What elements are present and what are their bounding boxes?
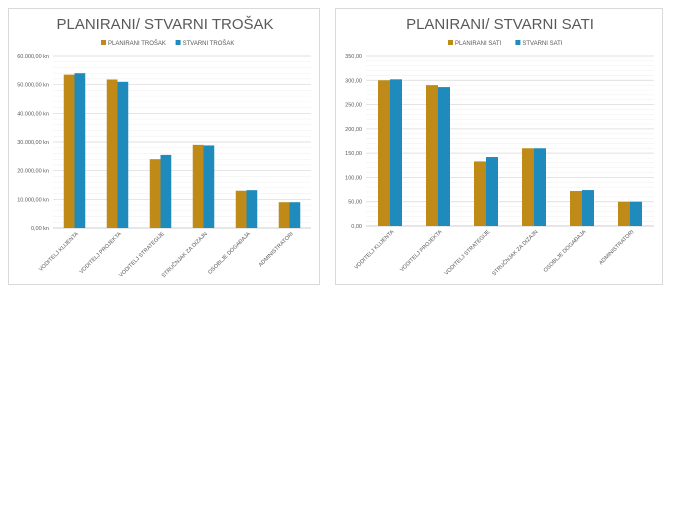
x-category-label: VODITELJ KLIJENTA — [38, 231, 80, 273]
bar-actual — [160, 154, 172, 228]
y-tick-label: 100,00 — [345, 175, 362, 181]
x-category-label: ADMINISTRATORI — [258, 231, 295, 268]
chart-title: PLANIRANI/ STVARNI SATI — [406, 16, 594, 33]
x-category-label: VODITELJ KLIJENTA — [354, 229, 396, 271]
bar-planned — [378, 80, 390, 227]
bar-planned — [474, 161, 486, 226]
hours-chart-svg: PLANIRANI/ STVARNI SATI PLANIRANI SATI STV… — [345, 16, 654, 277]
y-tick-label: 150,00 — [345, 151, 362, 157]
legend: PLANIRANI TROŠAK STVARNI TROŠAK — [101, 40, 234, 47]
legend-label-2: STVARNI TROŠAK — [183, 40, 235, 47]
y-tick-label: 40.000,00 kn — [17, 111, 49, 117]
bar-actual — [630, 201, 642, 226]
legend-swatch-1 — [448, 40, 453, 45]
bar-planned — [106, 79, 118, 228]
bar-planned — [426, 85, 438, 227]
x-category-label: VODITELJ PROJEKTA — [399, 229, 443, 273]
y-tick-label: 300,00 — [345, 78, 362, 84]
bar-actual — [582, 190, 594, 226]
bar-planned — [63, 74, 75, 228]
bar-actual — [534, 148, 546, 226]
legend-swatch-2 — [175, 40, 181, 45]
bar-actual — [117, 81, 129, 228]
bar-planned — [570, 191, 582, 226]
x-category-label: VODITELJ PROJEKTA — [79, 231, 123, 275]
chart-title: PLANIRANI/ STVARNI TROŠAK — [57, 16, 274, 33]
y-tick-label: 200,00 — [345, 127, 362, 133]
y-tick-label: 10.000,00 kn — [17, 197, 49, 203]
bar-actual — [74, 73, 86, 228]
legend-swatch-2 — [515, 40, 521, 45]
y-tick-label: 350,00 — [345, 54, 362, 60]
bar-planned — [618, 201, 630, 226]
legend-swatch-1 — [101, 40, 106, 45]
cost-chart-svg: PLANIRANI/ STVARNI TROŠAK PLANIRANI TROŠA… — [17, 16, 311, 279]
bar-actual — [390, 79, 402, 226]
x-category-label: ADMINISTRATORI — [598, 229, 635, 266]
legend-label-2: STVARNI SATI — [522, 41, 562, 47]
y-tick-label: 30.000,00 kn — [17, 140, 49, 146]
y-tick-label: 0,00 kn — [31, 226, 49, 232]
bar-planned — [235, 190, 247, 228]
y-tick-label: 50,00 — [348, 200, 362, 206]
y-tick-label: 60.000,00 kn — [17, 54, 49, 60]
bar-planned — [278, 202, 290, 228]
bar-actual — [486, 157, 498, 226]
x-category-label: VODITELJ STRATEGIJE — [118, 231, 166, 279]
bar-planned — [149, 159, 161, 228]
x-category-label: STRUČNJAK ZA DIZAJN — [491, 228, 540, 277]
bar-actual — [246, 190, 258, 228]
bar-planned — [192, 144, 204, 228]
cost-chart: PLANIRANI/ STVARNI TROŠAK PLANIRANI TROŠA… — [8, 8, 320, 285]
bar-actual — [438, 87, 450, 226]
legend-label-1: PLANIRANI SATI — [455, 41, 502, 47]
y-tick-label: 50.000,00 kn — [17, 83, 49, 89]
bar-actual — [203, 145, 215, 228]
hours-chart: PLANIRANI/ STVARNI SATI PLANIRANI SATI STV… — [335, 8, 663, 285]
legend: PLANIRANI SATI STVARNI SATI — [448, 40, 563, 47]
legend-label-1: PLANIRANI TROŠAK — [108, 40, 166, 47]
bar-actual — [289, 202, 301, 228]
bar-planned — [522, 148, 534, 226]
x-category-label: OSOBLJE DOGAĐAJA — [543, 229, 588, 274]
y-tick-label: 250,00 — [345, 103, 362, 109]
x-category-label: OSOBLJE DOGAĐAJA — [207, 231, 252, 276]
x-category-label: VODITELJ STRATEGIJE — [444, 229, 492, 277]
y-tick-label: 0,00 — [351, 224, 362, 230]
y-tick-label: 20.000,00 kn — [17, 169, 49, 175]
x-category-label: STRUČNJAK ZA DIZAJN — [160, 230, 209, 279]
